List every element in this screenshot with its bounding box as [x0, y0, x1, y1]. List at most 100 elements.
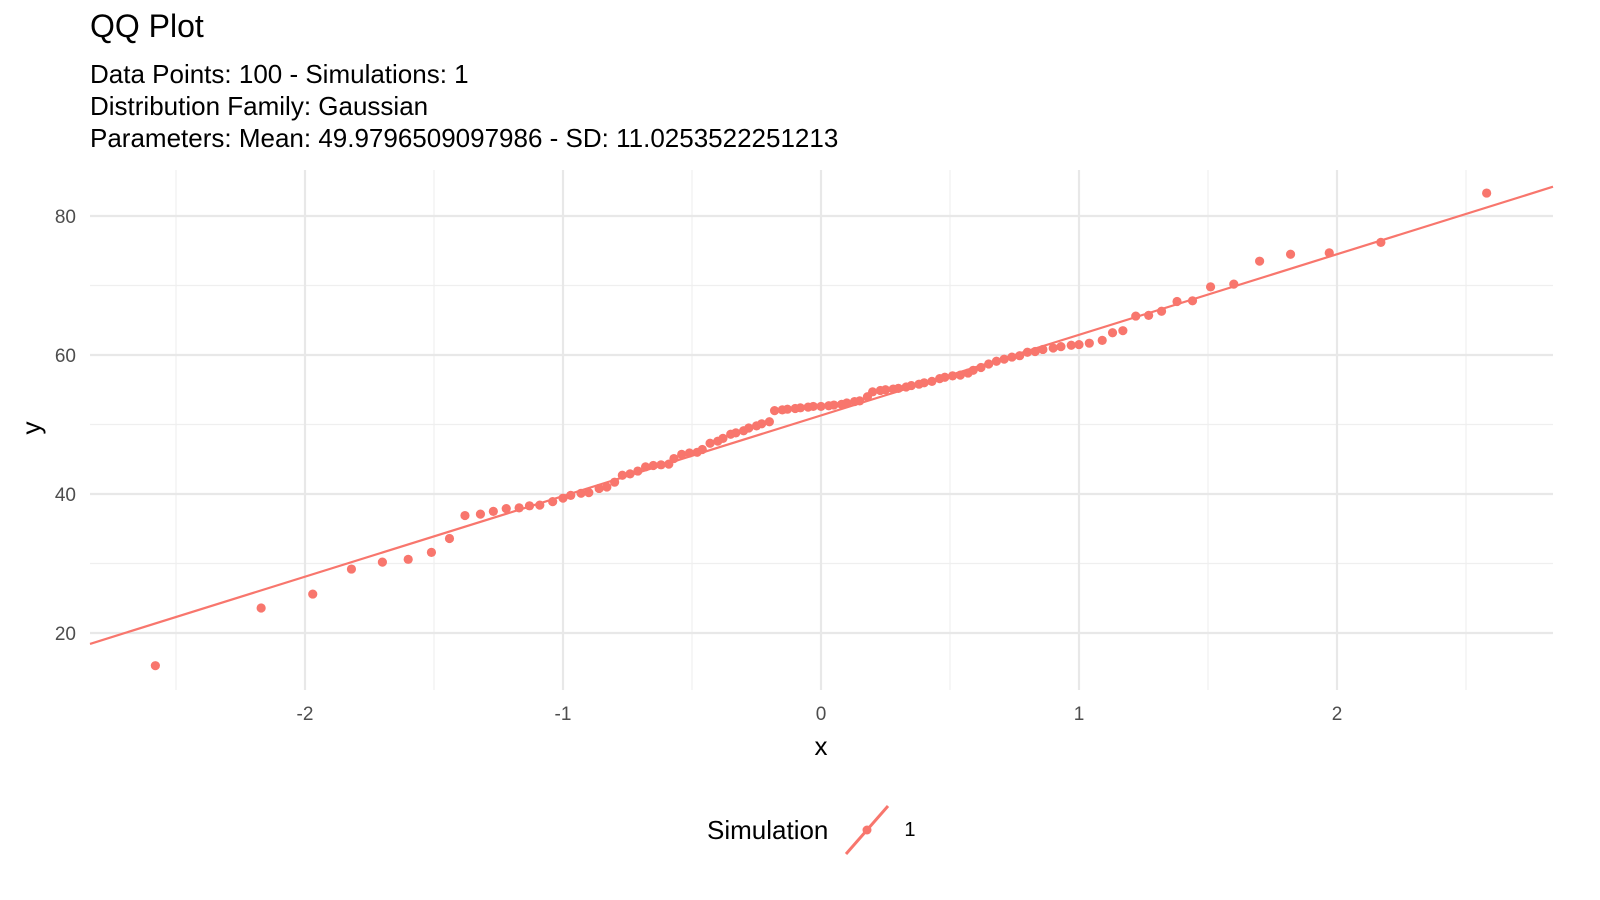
y-tick-label: 20 [55, 624, 76, 645]
data-point [617, 470, 627, 480]
data-point [602, 482, 612, 492]
data-point [346, 564, 357, 574]
data-point [403, 554, 413, 564]
data-point [501, 503, 511, 514]
data-point [584, 488, 594, 498]
y-tick-label: 60 [55, 346, 76, 367]
legend-label-1: 1 [904, 818, 916, 841]
data-point [150, 661, 160, 671]
data-point [991, 356, 1002, 366]
chart-subtitle: Data Points: 100 - Simulations: 1 Distri… [90, 58, 838, 154]
subtitle-line-data-points: Data Points: 100 - Simulations: 1 [90, 59, 469, 89]
data-point [769, 406, 780, 416]
data-point [548, 497, 558, 507]
y-axis-ticks: 20 40 60 80 [55, 207, 76, 645]
data-point [764, 417, 775, 427]
data-point [426, 547, 437, 557]
data-point [919, 378, 929, 388]
grid-major [90, 170, 1553, 690]
data-point [705, 438, 715, 448]
y-tick-label: 40 [55, 485, 76, 506]
data-points [150, 188, 1492, 671]
data-point [1324, 248, 1334, 258]
data-point [656, 460, 666, 470]
data-point [558, 493, 568, 503]
data-point [1187, 296, 1198, 306]
data-point [1144, 310, 1154, 320]
data-point [842, 398, 852, 408]
subtitle-line-distribution: Distribution Family: Gaussian [90, 91, 429, 121]
data-point [1048, 343, 1058, 353]
data-point [880, 385, 891, 395]
data-point [633, 466, 643, 476]
data-point [566, 490, 576, 500]
data-point [927, 376, 937, 387]
data-point [1131, 311, 1141, 321]
data-point [906, 380, 916, 391]
data-point [999, 354, 1009, 364]
data-point [669, 453, 679, 464]
data-point [782, 404, 793, 414]
x-tick-label: -1 [555, 704, 572, 725]
data-point [757, 419, 767, 429]
data-point [524, 501, 535, 511]
data-point [893, 383, 904, 393]
data-point [1156, 306, 1167, 316]
data-point [947, 371, 958, 381]
x-tick-label: 1 [1074, 704, 1085, 725]
data-point [1107, 328, 1118, 338]
data-point [514, 503, 524, 513]
data-point [1097, 335, 1107, 346]
data-point [1066, 340, 1076, 350]
data-point [795, 403, 805, 413]
data-point [677, 449, 687, 459]
chart-title: QQ Plot [90, 8, 204, 44]
data-point [475, 509, 486, 519]
data-point [744, 423, 754, 433]
data-point [684, 448, 695, 458]
data-point [1376, 237, 1386, 248]
data-point [1255, 256, 1265, 266]
x-tick-label: 0 [816, 704, 827, 725]
x-axis-ticks: -2 -1 0 1 2 [297, 704, 1343, 725]
data-point [829, 400, 839, 410]
data-point [535, 500, 545, 510]
data-point [625, 469, 635, 479]
data-point [648, 460, 658, 471]
data-point [256, 603, 266, 613]
data-point [460, 510, 470, 521]
data-point [1030, 346, 1040, 357]
data-point [718, 433, 728, 443]
data-point [444, 533, 455, 544]
data-point [488, 506, 498, 516]
legend-key-icon [845, 805, 890, 855]
data-point [1084, 338, 1094, 348]
data-point [576, 488, 586, 498]
data-point [1482, 188, 1492, 198]
x-tick-label: -2 [297, 704, 314, 725]
x-axis-label: x [815, 731, 828, 761]
data-point [1074, 339, 1084, 350]
data-point [1038, 344, 1048, 355]
x-tick-label: 2 [1332, 704, 1343, 725]
data-point [1285, 249, 1296, 259]
data-point [1015, 351, 1025, 361]
data-point [808, 401, 818, 412]
data-point [640, 462, 651, 472]
data-point [1056, 342, 1066, 352]
data-point [868, 387, 878, 397]
data-point [1118, 326, 1128, 336]
data-point [940, 372, 950, 382]
data-point [976, 362, 986, 373]
data-point [984, 359, 994, 369]
y-axis-label: y [16, 422, 46, 435]
data-point [697, 444, 707, 455]
data-point [594, 483, 604, 494]
data-point [308, 589, 318, 599]
data-point [816, 401, 826, 412]
data-point [1172, 296, 1182, 307]
data-point [955, 370, 965, 380]
data-point [1229, 279, 1239, 289]
data-point [610, 477, 620, 487]
